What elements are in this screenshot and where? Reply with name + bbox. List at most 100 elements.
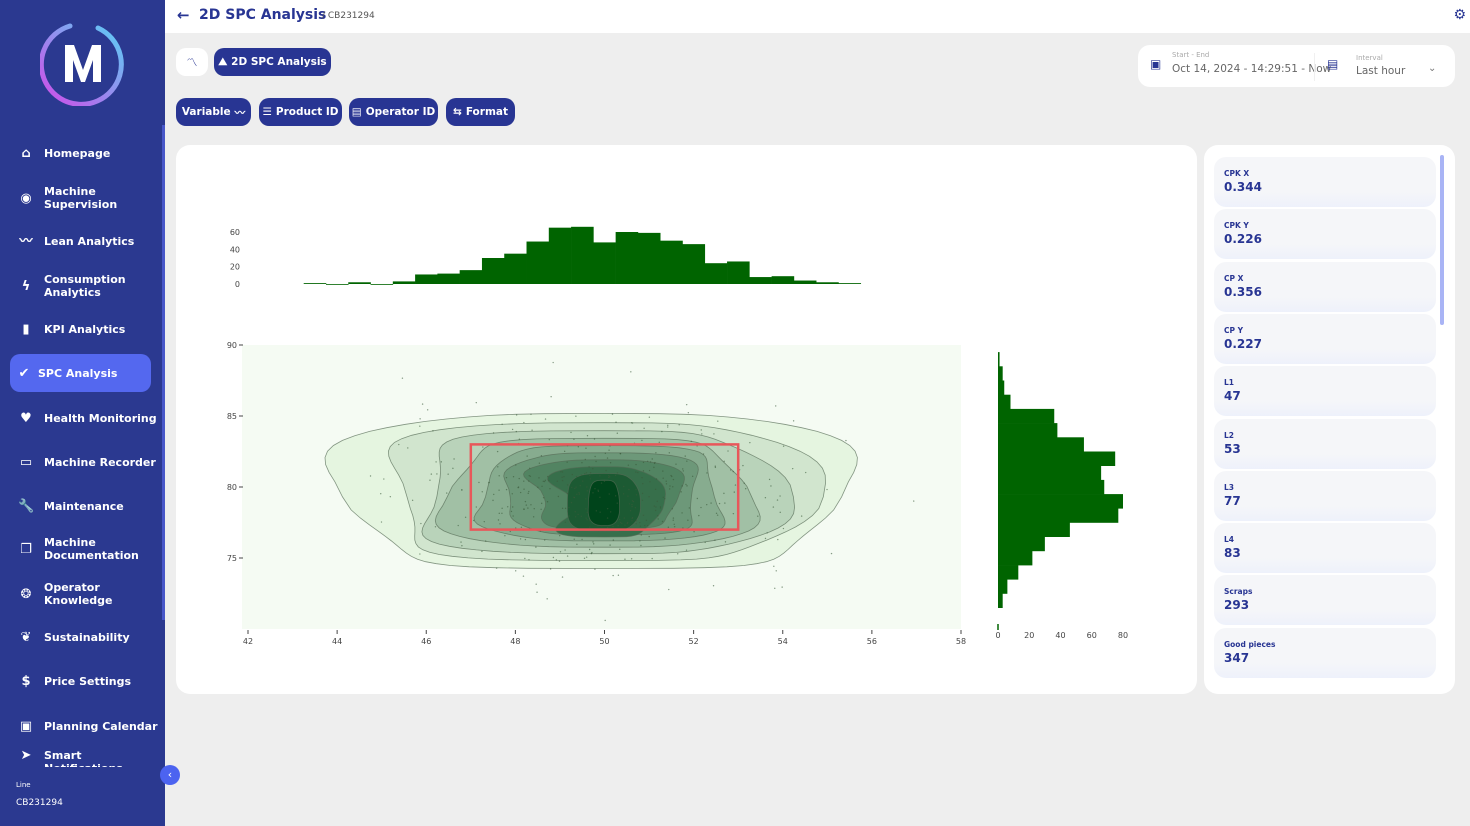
scatter-point bbox=[499, 523, 501, 525]
scatter-point bbox=[619, 521, 622, 524]
scatter-point bbox=[688, 507, 691, 509]
scatter-point bbox=[635, 488, 637, 491]
scatter-point bbox=[682, 468, 684, 470]
scatter-point bbox=[685, 403, 688, 406]
scatter-point bbox=[616, 432, 619, 434]
product-id-button[interactable]: ☰ Product ID bbox=[259, 98, 342, 126]
scatter-point bbox=[662, 477, 664, 479]
sidebar-item-operator-knowledge[interactable]: ❂ Operator Knowledge bbox=[0, 580, 165, 608]
scatter-point bbox=[501, 423, 503, 425]
scatter-point bbox=[626, 522, 628, 525]
scatter-point bbox=[540, 508, 542, 510]
y-histogram-bar bbox=[998, 593, 1003, 608]
scatter-point bbox=[634, 507, 637, 509]
x-histogram-bar bbox=[727, 261, 750, 284]
format-button[interactable]: ⇆ Format bbox=[446, 98, 515, 126]
scatter-point bbox=[482, 446, 484, 448]
scatter-point bbox=[609, 462, 612, 464]
sidebar-item-label: SPC Analysis bbox=[38, 366, 118, 380]
chart-type-toggle-button[interactable]: 〽 bbox=[176, 48, 208, 76]
scatter-point bbox=[723, 460, 725, 462]
sidebar-scrollbar[interactable] bbox=[162, 125, 165, 620]
sidebar-item-homepage[interactable]: ⌂ Homepage bbox=[0, 139, 165, 167]
scatter-point bbox=[724, 502, 726, 504]
sidebar-item-kpi-analytics[interactable]: ▮ KPI Analytics bbox=[0, 315, 165, 343]
scatter-point bbox=[518, 477, 520, 480]
scatter-point bbox=[497, 466, 499, 468]
x-histogram-bar bbox=[637, 232, 661, 284]
back-arrow-icon[interactable]: ← bbox=[177, 6, 190, 24]
scatter-point bbox=[714, 539, 716, 541]
sidebar-item-maintenance[interactable]: 🔧 Maintenance bbox=[0, 492, 165, 520]
kpi-scrollbar[interactable] bbox=[1440, 155, 1444, 325]
scatter-point bbox=[496, 450, 499, 453]
scatter-point bbox=[635, 494, 638, 496]
scatter-point bbox=[717, 420, 719, 422]
sidebar-item-machine-recorder[interactable]: ▭ Machine Recorder bbox=[0, 448, 165, 476]
kpi-l1: L1 47 bbox=[1214, 366, 1436, 417]
scatter-point bbox=[524, 500, 527, 503]
scatter-point bbox=[629, 510, 632, 512]
scatter-point bbox=[611, 413, 614, 415]
sidebar-item-spc-analysis[interactable]: ✔ SPC Analysis bbox=[10, 354, 151, 392]
scatter-point bbox=[581, 480, 584, 482]
x-histogram-bar bbox=[682, 244, 706, 284]
sidebar-item-planning-calendar[interactable]: ▣ Planning Calendar bbox=[0, 712, 165, 740]
scatter-point bbox=[576, 543, 578, 545]
sidebar-item-machine-supervision[interactable]: ◉ Machine Supervision bbox=[0, 184, 165, 212]
scatter-point bbox=[453, 458, 455, 460]
x-tick-label: 46 bbox=[421, 637, 431, 646]
scatter-point bbox=[435, 461, 437, 463]
double-check-icon: ✔ bbox=[18, 365, 30, 381]
scatter-point bbox=[475, 401, 477, 404]
scatter-point bbox=[568, 506, 570, 509]
sidebar-item-machine-documentation[interactable]: ❐ Machine Documentation bbox=[0, 535, 165, 563]
sidebar-item-health-monitoring[interactable]: ♥ Health Monitoring bbox=[0, 404, 165, 432]
scatter-point bbox=[715, 512, 718, 515]
gear-icon[interactable]: ⚙ bbox=[1453, 7, 1466, 23]
sidebar-item-price-settings[interactable]: $ Price Settings bbox=[0, 667, 165, 695]
scatter-point bbox=[495, 567, 498, 569]
sidebar-item-smart-notifications[interactable]: ➤ Smart Notifications bbox=[0, 749, 165, 767]
y-tick-label: 85 bbox=[227, 412, 237, 421]
kpi-value: 83 bbox=[1224, 546, 1241, 561]
sidebar-item-consumption-analytics[interactable]: ϟ Consumption Analytics bbox=[0, 272, 165, 300]
scatter-point bbox=[635, 523, 637, 525]
scatter-point bbox=[714, 465, 716, 467]
scatter-point bbox=[447, 473, 449, 475]
scatter-point bbox=[718, 502, 721, 505]
scatter-point bbox=[548, 479, 550, 482]
scatter-point bbox=[588, 466, 590, 468]
scatter-point bbox=[677, 553, 679, 555]
scatter-point bbox=[504, 534, 506, 537]
scatter-point bbox=[457, 524, 459, 527]
sidebar-item-lean-analytics[interactable]: 〰 Lean Analytics bbox=[0, 227, 165, 255]
x-tick-label: 56 bbox=[867, 637, 877, 646]
scatter-point bbox=[639, 540, 641, 542]
operator-id-button[interactable]: ▤ Operator ID bbox=[349, 98, 438, 126]
scatter-point bbox=[649, 481, 651, 483]
scatter-point bbox=[628, 503, 631, 505]
scatter-point bbox=[556, 480, 559, 482]
header: ← 2D SPC Analysis / CB231294 ⚙ bbox=[165, 0, 1470, 33]
2d-spc-analysis-button[interactable]: ⛰ 2D SPC Analysis bbox=[214, 48, 331, 76]
kpi-scraps: Scraps 293 bbox=[1214, 575, 1436, 626]
scatter-point bbox=[419, 425, 421, 427]
scatter-point bbox=[573, 438, 575, 440]
scatter-point bbox=[389, 496, 392, 498]
scatter-point bbox=[641, 476, 643, 479]
scatter-point bbox=[608, 474, 610, 477]
scatter-point bbox=[742, 464, 744, 467]
scatter-point bbox=[635, 471, 637, 473]
scatter-point bbox=[691, 475, 694, 478]
calendar-icon: ▤ bbox=[1327, 57, 1339, 71]
variable-button[interactable]: Variable 〰 bbox=[176, 98, 251, 126]
scatter-point bbox=[733, 491, 736, 493]
scatter-point bbox=[654, 488, 657, 491]
calendar-icon: ▣ bbox=[19, 718, 33, 734]
collapse-sidebar-button[interactable]: ‹ bbox=[160, 765, 180, 785]
sidebar-item-sustainability[interactable]: ❦ Sustainability bbox=[0, 623, 165, 651]
scatter-point bbox=[531, 429, 533, 431]
scatter-point bbox=[655, 506, 657, 508]
x-histogram-bar bbox=[838, 283, 862, 284]
